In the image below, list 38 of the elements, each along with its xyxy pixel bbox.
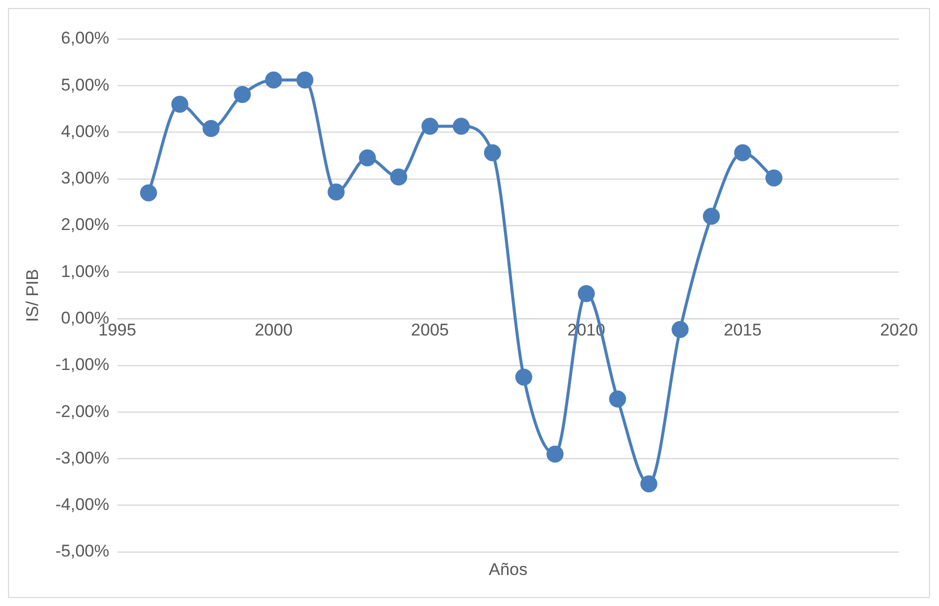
point [328,183,345,200]
point [234,86,251,103]
point [546,446,564,463]
y-tick-label: 1,00% [61,262,110,281]
point [702,208,720,225]
x-tick-label: 2005 [411,320,449,340]
point [609,390,626,408]
point [452,118,470,135]
point [140,184,158,202]
point [390,168,408,186]
point [202,120,220,138]
y-tick-label: 2,00% [61,215,110,234]
point [765,169,782,186]
point [640,475,658,492]
point [672,321,689,338]
y-tick-label: -1,00% [55,355,110,374]
x-axis-title: Años [488,560,528,580]
y-tick-label: -3,00% [55,448,110,468]
point [171,96,188,113]
point [734,144,752,162]
x-tick-label: 2015 [724,320,762,340]
x-tick-label: 2020 [880,320,918,340]
point [358,149,376,166]
y-tick-label: -2,00% [55,402,110,421]
x-tick-label: 2000 [254,320,293,340]
y-tick-label: -5,00% [55,542,110,561]
y-tick-label: -4,00% [55,495,110,514]
point [265,72,282,89]
point [578,285,595,302]
y-tick-label: 6,00% [61,28,110,48]
y-axis-title: IS/ PIB [22,269,42,322]
y-tick-label: 4,00% [61,122,110,141]
point [484,144,501,162]
point [296,72,314,89]
point [515,368,532,386]
y-tick-label: 5,00% [61,75,110,94]
y-tick-label: 3,00% [61,168,110,188]
point [421,118,438,135]
